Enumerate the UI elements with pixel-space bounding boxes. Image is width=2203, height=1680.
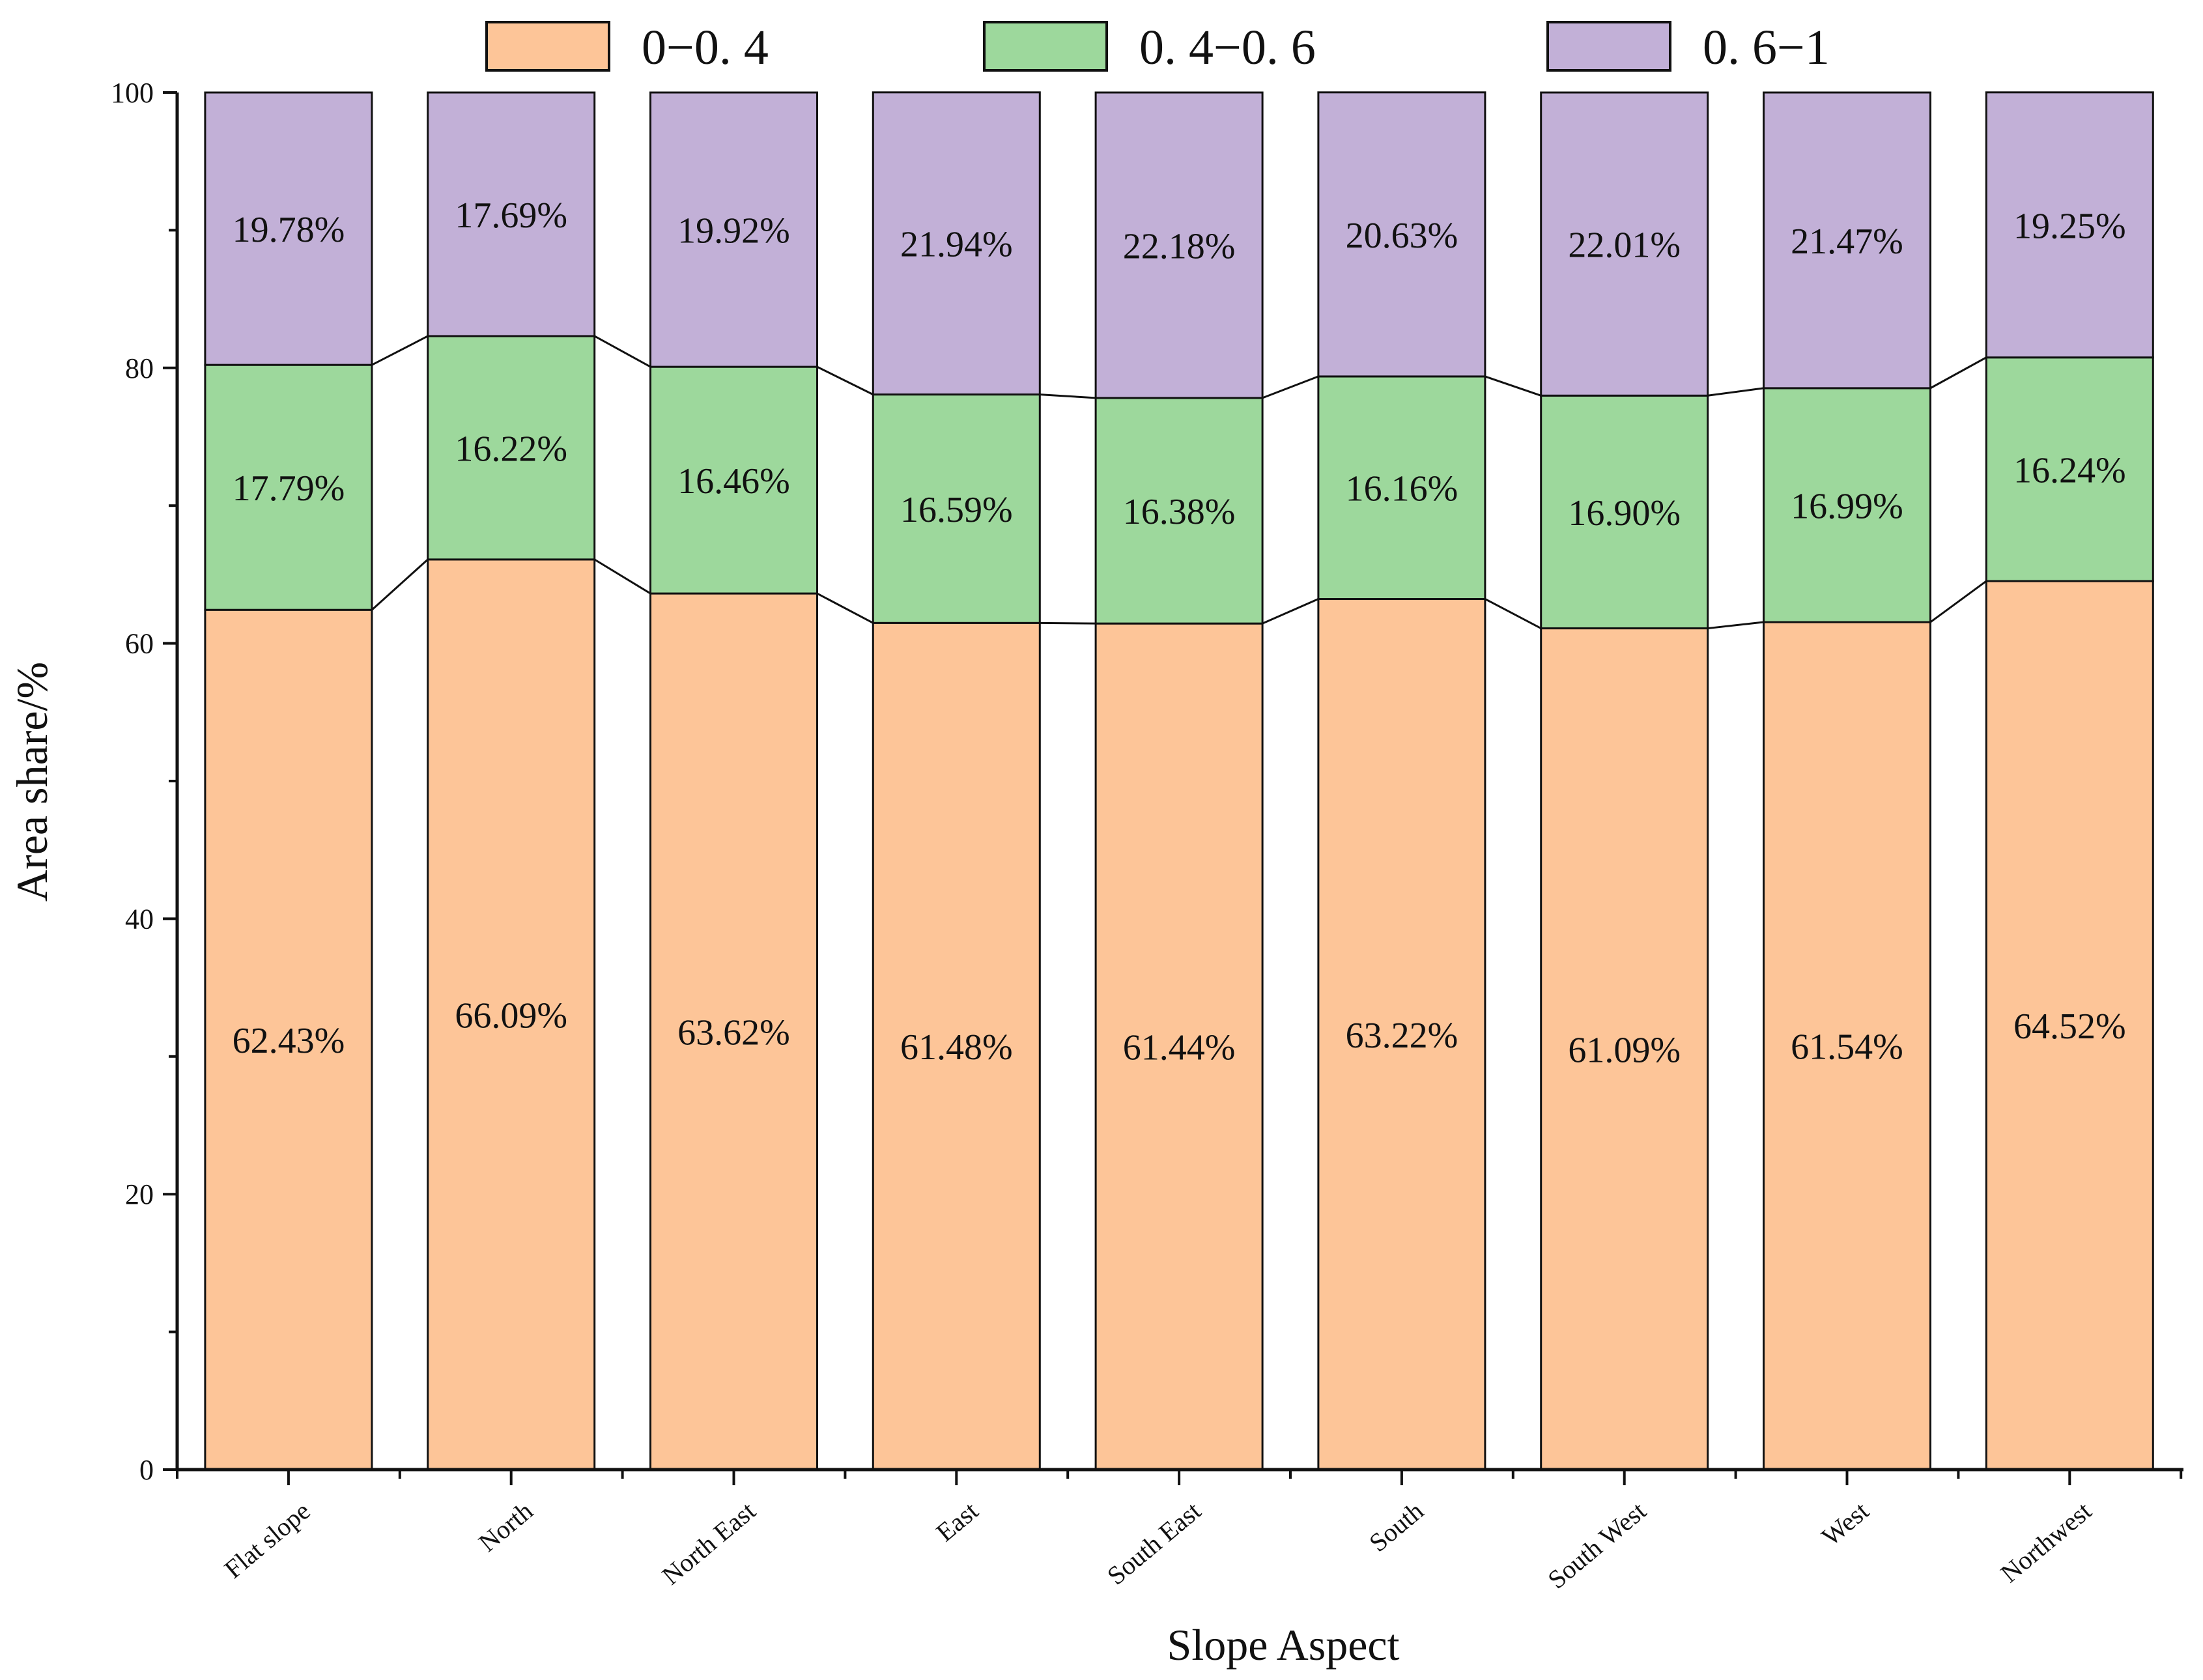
data-label-1-9: 64.52% [2013, 1006, 2126, 1047]
data-label-3-1: 19.78% [233, 210, 345, 250]
bar-2-4 [872, 393, 1041, 624]
data-label-3-5: 22.18% [1123, 226, 1236, 266]
x-axis-title: Slope Aspect [1167, 1620, 1400, 1670]
bar-2-3 [649, 365, 818, 595]
data-label-3-3: 19.92% [677, 211, 790, 251]
connector-line [371, 558, 429, 611]
x-tick-label: North East [656, 1496, 761, 1590]
bar-3-6 [1317, 91, 1486, 378]
legend-swatch-2 [983, 21, 1108, 72]
legend-label-3: 0. 6−1 [1703, 20, 1830, 75]
connector-line [1262, 375, 1319, 399]
connector-line [1707, 387, 1764, 397]
y-tick-label: 80 [125, 352, 154, 384]
connector-lines [371, 335, 1987, 630]
y-tick-label: 40 [125, 903, 154, 935]
data-label-2-8: 16.99% [1791, 486, 1903, 526]
bar-2-1 [204, 363, 373, 611]
bar-3-4 [872, 91, 1041, 396]
bar-2-2 [427, 335, 596, 561]
connector-line [593, 558, 651, 595]
connector-line [1929, 580, 1987, 623]
data-label-3-2: 17.69% [455, 195, 567, 236]
connector-line [1485, 375, 1542, 397]
legend-swatch-1 [485, 21, 610, 72]
connector-line [1707, 621, 1764, 630]
data-labels: 62.43% 17.79% 19.78% 66.09% 16.22% 17.69% 63.6… [233, 195, 2126, 1070]
data-label-3-8: 21.47% [1791, 221, 1903, 262]
y-tick-label: 60 [125, 628, 154, 660]
data-label-1-3: 63.62% [677, 1013, 790, 1053]
data-label-1-8: 61.54% [1791, 1027, 1903, 1068]
bar-1-9 [1985, 580, 2154, 1471]
x-tick-label: North [473, 1496, 538, 1557]
data-label-1-5: 61.44% [1123, 1028, 1236, 1068]
y-tick-label: 0 [139, 1454, 154, 1486]
bar-3-9 [1985, 91, 2154, 359]
data-label-1-4: 61.48% [900, 1027, 1013, 1068]
bar-1-2 [427, 558, 596, 1471]
legend: 0−0. 4 0. 4−0. 6 0. 6−1 [485, 20, 1830, 75]
bar-2-6 [1317, 375, 1486, 601]
data-label-1-6: 63.22% [1346, 1016, 1458, 1056]
x-tick-label: South East [1102, 1496, 1206, 1590]
data-label-3-6: 20.63% [1346, 216, 1458, 256]
bar-1-4 [872, 621, 1041, 1471]
y-tick-label: 20 [125, 1178, 154, 1210]
data-label-2-6: 16.16% [1346, 469, 1458, 509]
legend-swatch-3 [1546, 21, 1671, 72]
data-label-2-9: 16.24% [2013, 450, 2126, 491]
y-tick-label: 100 [111, 77, 154, 109]
bar-2-9 [1985, 356, 2154, 582]
connector-line [593, 335, 651, 368]
connector-line [1040, 393, 1096, 399]
bar-3-2 [427, 91, 596, 337]
x-tick-label: South [1363, 1496, 1428, 1557]
x-tick-label: Northwest [1995, 1496, 2097, 1588]
data-label-2-2: 16.22% [455, 429, 567, 469]
bar-1-1 [204, 608, 373, 1471]
data-label-2-7: 16.90% [1568, 493, 1681, 534]
legend-label-1: 0−0. 4 [642, 20, 769, 75]
bar-3-5 [1094, 91, 1264, 399]
bar-3-3 [649, 91, 818, 368]
bar-1-6 [1317, 598, 1486, 1471]
connector-line [1929, 356, 1987, 390]
data-label-2-1: 17.79% [233, 468, 345, 509]
x-tick-label: Flat slope [219, 1496, 316, 1584]
connector-line [1485, 598, 1542, 629]
data-label-2-5: 16.38% [1123, 492, 1236, 532]
data-label-3-4: 21.94% [900, 225, 1013, 265]
x-tick-label: South West [1542, 1496, 1651, 1594]
connector-line [816, 365, 874, 395]
x-tick-label: East [930, 1496, 984, 1547]
bar-3-7 [1540, 91, 1709, 397]
y-axis-title: Area share/% [7, 662, 57, 902]
connector-line [1262, 598, 1319, 625]
data-label-3-9: 19.25% [2013, 206, 2126, 246]
data-label-3-7: 22.01% [1568, 225, 1681, 266]
data-label-1-2: 66.09% [455, 995, 567, 1036]
bar-3-8 [1763, 91, 1931, 390]
data-label-1-1: 62.43% [233, 1021, 345, 1061]
data-label-2-3: 16.46% [677, 461, 790, 502]
legend-label-2: 0. 4−0. 6 [1139, 20, 1316, 75]
bars [204, 91, 2154, 1471]
data-label-1-7: 61.09% [1568, 1030, 1681, 1070]
connector-line [816, 592, 874, 624]
x-tick-label: West [1816, 1496, 1874, 1551]
bar-2-7 [1540, 394, 1709, 630]
bar-3-1 [204, 91, 373, 366]
data-label-2-4: 16.59% [900, 490, 1013, 530]
bar-1-5 [1094, 622, 1264, 1471]
connector-line [371, 335, 429, 366]
bar-1-3 [649, 592, 818, 1471]
bar-1-7 [1540, 627, 1709, 1471]
bar-2-8 [1763, 387, 1931, 623]
